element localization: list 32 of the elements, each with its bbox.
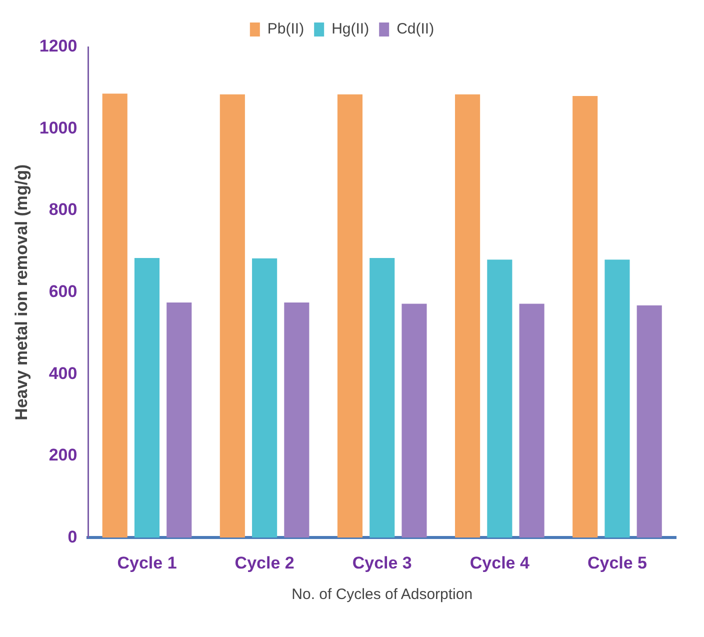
- x-tick-label: Cycle 5: [587, 553, 647, 572]
- y-tick-label: 400: [48, 364, 78, 383]
- bar: [102, 94, 128, 538]
- y-tick-label: 0: [68, 527, 78, 546]
- bar: [636, 305, 662, 538]
- legend-label: Hg(II): [332, 20, 370, 38]
- y-tick-label: 600: [48, 282, 78, 301]
- bar: [402, 304, 427, 538]
- x-axis-title: No. of Cycles of Adsorption: [292, 586, 473, 604]
- legend-label: Cd(II): [396, 20, 434, 38]
- bar: [572, 96, 598, 538]
- bar: [455, 94, 480, 538]
- bar: [284, 302, 310, 538]
- bar: [519, 304, 544, 538]
- bar: [252, 258, 278, 538]
- bar: [134, 258, 160, 538]
- x-tick-label: Cycle 1: [117, 553, 177, 572]
- y-tick-label: 1200: [39, 36, 78, 56]
- y-tick-label: 1000: [39, 118, 78, 138]
- x-tick-label: Cycle 2: [234, 553, 294, 572]
- bar: [166, 302, 192, 538]
- bar: [337, 94, 363, 538]
- y-axis-title: Heavy metal ion removal (mg/g): [12, 164, 31, 420]
- x-tick-label: Cycle 4: [470, 553, 530, 572]
- y-tick-label: 200: [48, 446, 78, 465]
- bar: [487, 260, 512, 538]
- legend-label: Pb(II): [267, 20, 304, 38]
- bar: [220, 94, 245, 538]
- bar: [604, 260, 630, 538]
- x-tick-label: Cycle 3: [352, 553, 412, 572]
- y-tick-label: 800: [48, 200, 78, 220]
- bar: [370, 258, 395, 538]
